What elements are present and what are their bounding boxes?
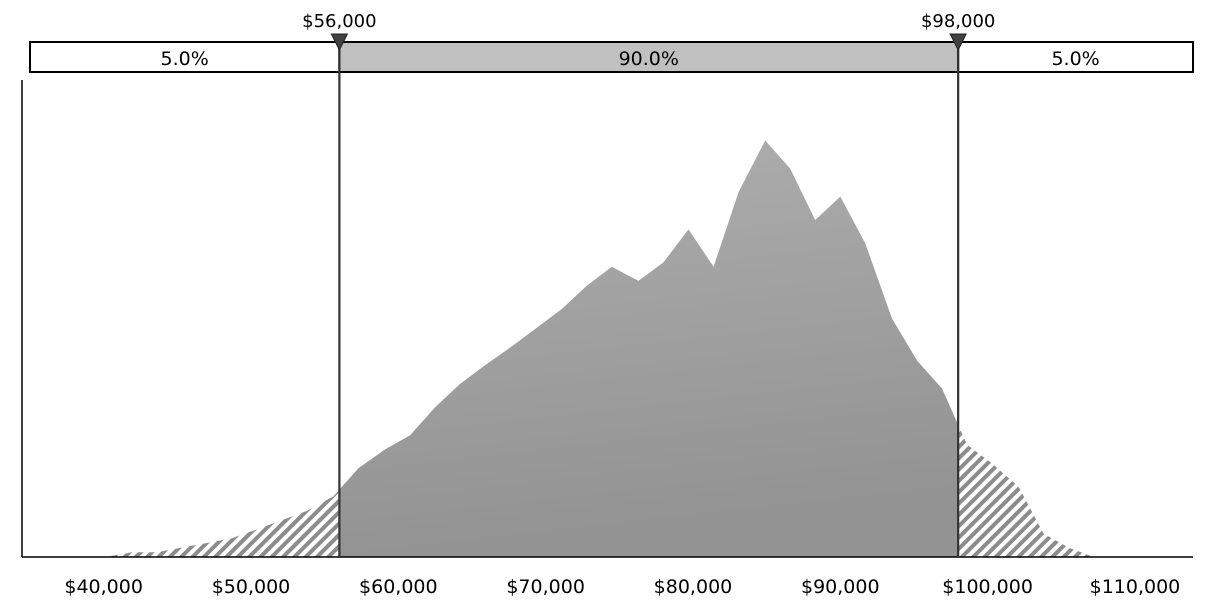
delimiter-value-label-2: $98,000 (921, 11, 995, 32)
distribution-area-upper-tail (958, 424, 1144, 557)
x-axis: $30,000$40,000$50,000$60,000$70,000$80,0… (21, 80, 1193, 598)
band-label-3: 5.0% (1051, 48, 1099, 70)
distribution-area-lower-tail (30, 489, 340, 557)
x-tick-label: $40,000 (64, 576, 143, 598)
distribution-area-middle (339, 140, 959, 557)
band-label-1: 5.0% (161, 48, 209, 70)
x-tick-label: $110,000 (1090, 576, 1181, 598)
x-tick-label: $100,000 (942, 576, 1033, 598)
band-segment-1 (29, 41, 341, 73)
x-tick-label: $90,000 (801, 576, 880, 598)
x-tick-label: $80,000 (654, 576, 733, 598)
x-tick-label: $50,000 (212, 576, 291, 598)
plot-area (30, 140, 1144, 557)
delimiter-handle-icon[interactable] (949, 33, 967, 52)
delimiter-handle-icon[interactable] (330, 33, 349, 52)
band-segment-2 (338, 41, 960, 73)
percentile-band-bar: 5.0% 90.0% 5.0% (29, 41, 1194, 73)
band-label-2: 90.0% (619, 48, 679, 70)
delimiter-markers[interactable]: $56,000 $98,000 (302, 11, 995, 557)
x-tick-label: $60,000 (359, 576, 438, 598)
x-tick-label: $70,000 (506, 576, 585, 598)
band-segment-3 (957, 41, 1194, 73)
delimiter-value-label-1: $56,000 (302, 11, 376, 32)
